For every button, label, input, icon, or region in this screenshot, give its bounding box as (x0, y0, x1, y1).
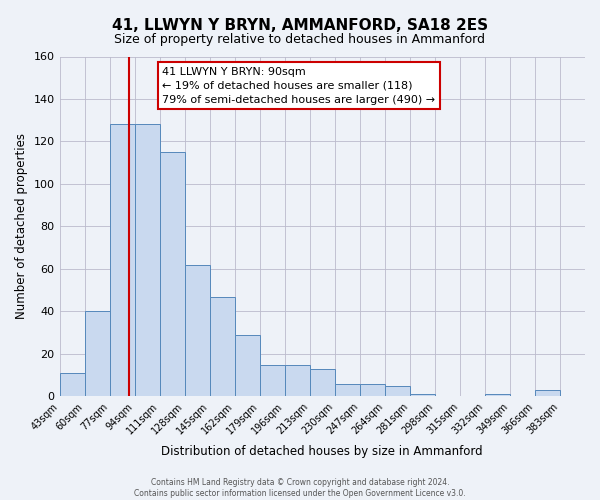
Bar (59, 373, 85, 396)
Bar (260, 364, 285, 396)
Bar (535, 390, 560, 396)
Bar (385, 386, 410, 396)
Text: 41, LLWYN Y BRYN, AMMANFORD, SA18 2ES: 41, LLWYN Y BRYN, AMMANFORD, SA18 2ES (112, 18, 488, 32)
Bar (410, 394, 435, 396)
Y-axis label: Number of detached properties: Number of detached properties (15, 134, 28, 320)
Bar (85, 312, 110, 396)
Text: 41 LLWYN Y BRYN: 90sqm
← 19% of detached houses are smaller (118)
79% of semi-de: 41 LLWYN Y BRYN: 90sqm ← 19% of detached… (162, 66, 435, 104)
Bar (335, 384, 360, 396)
Bar (185, 264, 209, 396)
Bar (485, 394, 510, 396)
Bar (285, 364, 310, 396)
Bar (235, 335, 260, 396)
X-axis label: Distribution of detached houses by size in Ammanford: Distribution of detached houses by size … (161, 444, 483, 458)
Bar (110, 124, 134, 396)
Bar (160, 152, 185, 396)
Text: Contains HM Land Registry data © Crown copyright and database right 2024.
Contai: Contains HM Land Registry data © Crown c… (134, 478, 466, 498)
Bar (209, 296, 235, 396)
Text: Size of property relative to detached houses in Ammanford: Size of property relative to detached ho… (115, 32, 485, 46)
Bar (360, 384, 385, 396)
Bar (134, 124, 160, 396)
Bar (310, 369, 335, 396)
